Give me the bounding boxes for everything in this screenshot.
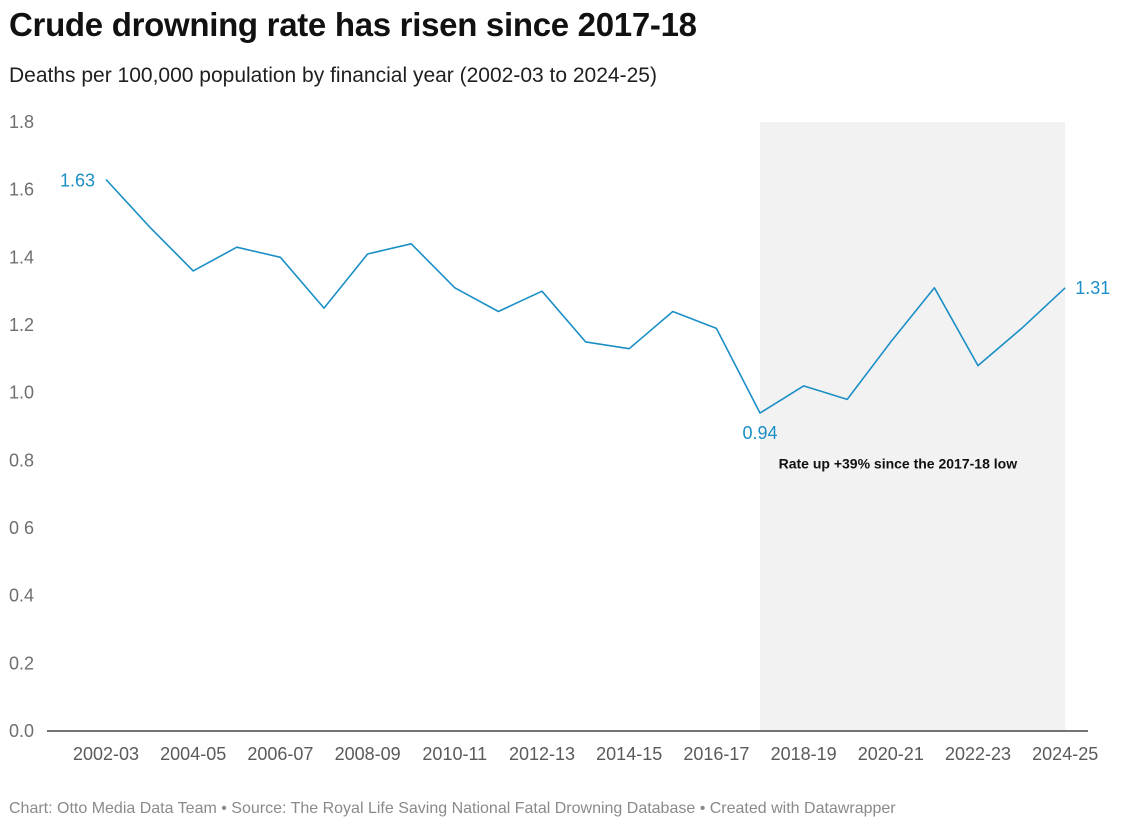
data-point bbox=[584, 340, 587, 343]
y-tick-label: 0.8 bbox=[9, 450, 34, 470]
y-tick-label: 0.2 bbox=[9, 653, 34, 673]
x-tick-label: 2020-21 bbox=[858, 744, 924, 764]
data-point bbox=[148, 225, 151, 228]
chart-footer: Chart: Otto Media Data Team • Source: Th… bbox=[9, 800, 896, 817]
highlight-band bbox=[760, 122, 1066, 731]
data-point bbox=[977, 364, 980, 367]
y-tick-label: 0 6 bbox=[9, 518, 34, 538]
x-tick-label: 2022-23 bbox=[945, 744, 1011, 764]
data-point bbox=[541, 290, 544, 293]
chart-subtitle: Deaths per 100,000 population by financi… bbox=[9, 64, 657, 87]
y-tick-label: 1.4 bbox=[9, 247, 34, 267]
data-point bbox=[889, 340, 892, 343]
data-label: 1.63 bbox=[60, 171, 95, 191]
data-label: 1.31 bbox=[1075, 278, 1110, 298]
x-tick-label: 2016-17 bbox=[683, 744, 749, 764]
data-point bbox=[802, 384, 805, 387]
data-point bbox=[235, 246, 238, 249]
chart-title: Crude drowning rate has risen since 2017… bbox=[9, 6, 697, 43]
data-point bbox=[279, 256, 282, 259]
x-tick-label: 2014-15 bbox=[596, 744, 662, 764]
data-label: 0.94 bbox=[742, 423, 777, 443]
x-tick-label: 2004-05 bbox=[160, 744, 226, 764]
series-line bbox=[105, 178, 1066, 414]
data-point bbox=[410, 242, 413, 245]
data-point bbox=[846, 398, 849, 401]
y-tick-label: 0.0 bbox=[9, 721, 34, 741]
data-point bbox=[323, 307, 326, 310]
data-point bbox=[1064, 286, 1067, 289]
y-tick-label: 0.4 bbox=[9, 586, 34, 606]
y-tick-label: 1.0 bbox=[9, 383, 34, 403]
data-labels: 1.63 0.94 1.31 bbox=[60, 171, 1110, 443]
data-point bbox=[453, 286, 456, 289]
x-axis: 2002-03 2004-05 2006-07 2008-09 2010-11 2012-… bbox=[73, 744, 1098, 764]
y-tick-label: 1.6 bbox=[9, 180, 34, 200]
line-chart: 0.00.20.40 60.81.01.21.41.61.8 2002-03 20… bbox=[9, 112, 1110, 764]
x-tick-label: 2010-11 bbox=[422, 744, 487, 764]
data-point bbox=[933, 286, 936, 289]
x-tick-label: 2018-19 bbox=[771, 744, 837, 764]
x-tick-label: 2012-13 bbox=[509, 744, 575, 764]
data-point bbox=[105, 178, 108, 181]
data-point bbox=[497, 310, 500, 313]
x-tick-label: 2006-07 bbox=[247, 744, 313, 764]
data-point bbox=[715, 327, 718, 330]
x-tick-label: 2008-09 bbox=[335, 744, 401, 764]
x-tick-label: 2002-03 bbox=[73, 744, 139, 764]
data-point bbox=[759, 411, 762, 414]
x-tick-label: 2024-25 bbox=[1032, 744, 1098, 764]
data-point bbox=[628, 347, 631, 350]
y-tick-label: 1.8 bbox=[9, 112, 34, 132]
data-point bbox=[192, 269, 195, 272]
data-point bbox=[671, 310, 674, 313]
data-point bbox=[1020, 327, 1023, 330]
y-axis: 0.0 0.2 0.4 0 6 0.8 1.0 1.2 1.4 1.6 1.8 bbox=[9, 112, 34, 741]
y-tick-label: 1.2 bbox=[9, 315, 34, 335]
annotation-text: Rate up +39% since the 2017-18 low bbox=[779, 456, 1018, 472]
data-point bbox=[366, 252, 369, 255]
